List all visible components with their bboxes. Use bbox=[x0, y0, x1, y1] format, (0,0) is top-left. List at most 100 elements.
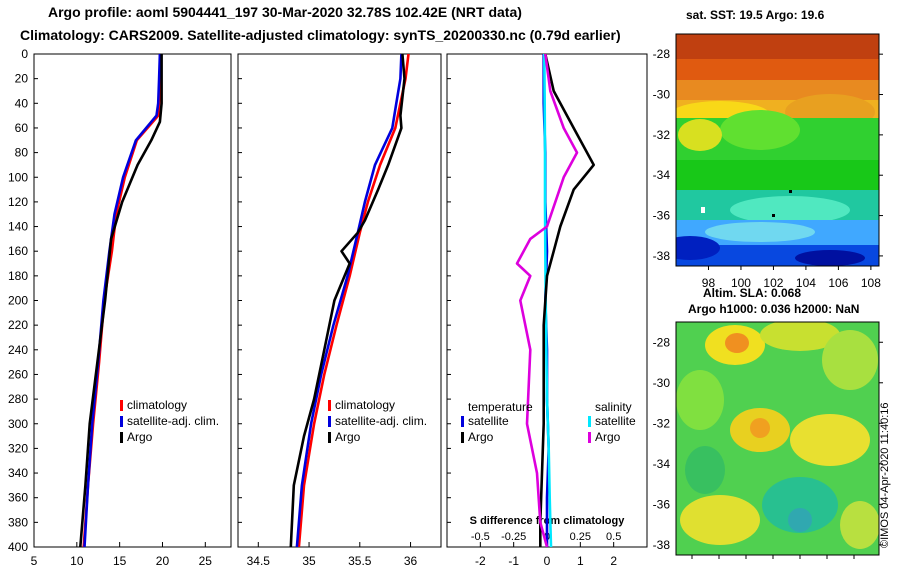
sal-series-group bbox=[289, 54, 410, 547]
depth-tick-label: 400 bbox=[8, 540, 28, 554]
temp-xtick-label: 5 bbox=[31, 554, 38, 568]
depth-tick-label: 360 bbox=[8, 491, 28, 505]
depth-tick-label: 100 bbox=[8, 170, 28, 184]
sst-heatmap bbox=[676, 34, 879, 266]
diff-line-salinity-argo bbox=[515, 54, 579, 547]
diff-salinity-legend-swatch bbox=[588, 416, 591, 427]
sst-ytick-label: -32 bbox=[653, 128, 671, 142]
depth-tick-label: 120 bbox=[8, 195, 28, 209]
salinity-legend-label: climatology bbox=[335, 398, 395, 412]
sst-xtick-label: 106 bbox=[828, 276, 848, 290]
sla-ytick-label: -30 bbox=[653, 376, 671, 390]
depth-tick-label: 220 bbox=[8, 318, 28, 332]
sla-ytick-label: -28 bbox=[653, 335, 671, 349]
sst-ytick-label: -36 bbox=[653, 209, 671, 223]
sst-xtick-label: 98 bbox=[702, 276, 716, 290]
salinity-legend-label: Argo bbox=[335, 430, 361, 444]
sla-map-frame bbox=[675, 321, 880, 556]
temperature-legend-swatch bbox=[120, 432, 123, 443]
sla-map-title: Altim. SLA: 0.068 bbox=[703, 286, 802, 300]
diff-xtick-label: 1 bbox=[577, 554, 584, 568]
salinity-legend-swatch bbox=[328, 400, 331, 411]
temp-line-satellite-adj-clim- bbox=[83, 54, 162, 547]
sst-xtick-label: 102 bbox=[763, 276, 783, 290]
salinity-diff-tick-label: -0.25 bbox=[501, 531, 526, 543]
sla-ytick-label: -36 bbox=[653, 497, 671, 511]
depth-tick-label: 260 bbox=[8, 367, 28, 381]
sst-xtick-label: 108 bbox=[861, 276, 881, 290]
salinity-diff-tick-label: 0.25 bbox=[570, 531, 591, 543]
sla-ytick-label: -34 bbox=[653, 457, 671, 471]
depth-tick-label: 300 bbox=[8, 417, 28, 431]
depth-tick-label: 20 bbox=[15, 72, 29, 86]
temp-series-group bbox=[79, 54, 163, 547]
salinity-legend-label: satellite-adj. clim. bbox=[335, 414, 427, 428]
diff-temperature-legend-label: Argo bbox=[468, 430, 494, 444]
temp-xtick-label: 20 bbox=[156, 554, 170, 568]
temp-line-argo bbox=[79, 54, 163, 547]
depth-tick-label: 0 bbox=[21, 47, 28, 61]
diff-temperature-legend-label: satellite bbox=[468, 414, 509, 428]
diff-salinity-legend-swatch bbox=[588, 432, 591, 443]
depth-tick-label: 280 bbox=[8, 392, 28, 406]
sst-ytick-label: -30 bbox=[653, 88, 671, 102]
sal-line-argo bbox=[289, 54, 406, 547]
diff-xtick-label: 2 bbox=[610, 554, 617, 568]
diff-temperature-legend-swatch bbox=[461, 416, 464, 427]
temperature-legend-label: Argo bbox=[127, 430, 153, 444]
sst-ytick-label: -34 bbox=[653, 168, 671, 182]
diff-line-temperature-argo bbox=[538, 54, 596, 547]
temperature-legend-swatch bbox=[120, 400, 123, 411]
depth-tick-label: 140 bbox=[8, 220, 28, 234]
salinity-diff-tick-label: -0.5 bbox=[471, 531, 490, 543]
diff-salinity-legend-title: salinity bbox=[595, 400, 632, 414]
diff-xtick-label: -1 bbox=[508, 554, 519, 568]
diff-temperature-legend-swatch bbox=[461, 432, 464, 443]
temperature-plot-frame bbox=[33, 53, 232, 548]
diff-temperature-legend-title: temperature bbox=[468, 400, 533, 414]
profile-title: Argo profile: aoml 5904441_197 30-Mar-20… bbox=[48, 4, 522, 20]
temperature-legend-swatch bbox=[120, 416, 123, 427]
sal-line-climatology bbox=[297, 54, 410, 547]
sal-xtick-label: 35.5 bbox=[348, 554, 372, 568]
climatology-title: Climatology: CARS2009. Satellite-adjuste… bbox=[20, 27, 621, 43]
sst-ytick-label: -28 bbox=[653, 47, 671, 61]
sla-ytick-label: -38 bbox=[653, 538, 671, 552]
salinity-legend-swatch bbox=[328, 416, 331, 427]
temp-xtick-label: 15 bbox=[113, 554, 127, 568]
sst-map-frame bbox=[675, 33, 880, 267]
sst-map-title: sat. SST: 19.5 Argo: 19.6 bbox=[686, 8, 825, 22]
depth-tick-label: 380 bbox=[8, 515, 28, 529]
diff-xtick-label: 0 bbox=[544, 554, 551, 568]
diff-salinity-legend-label: satellite bbox=[595, 414, 636, 428]
diff-salinity-legend-label: Argo bbox=[595, 430, 621, 444]
diff-series-group bbox=[515, 54, 596, 547]
temperature-legend-label: climatology bbox=[127, 398, 187, 412]
temperature-legend-label: satellite-adj. clim. bbox=[127, 414, 219, 428]
temp-line-climatology bbox=[82, 54, 162, 547]
depth-tick-label: 240 bbox=[8, 343, 28, 357]
sst-ytick-label: -38 bbox=[653, 249, 671, 263]
depth-tick-label: 40 bbox=[15, 96, 29, 110]
depth-tick-label: 200 bbox=[8, 294, 28, 308]
sst-xtick-label: 100 bbox=[731, 276, 751, 290]
depth-tick-label: 160 bbox=[8, 244, 28, 258]
depth-tick-label: 180 bbox=[8, 269, 28, 283]
salinity-diff-tick-label: 0.5 bbox=[606, 531, 621, 543]
sal-xtick-label: 34.5 bbox=[247, 554, 271, 568]
sal-xtick-label: 35 bbox=[302, 554, 316, 568]
sst-xtick-label: 104 bbox=[796, 276, 816, 290]
depth-tick-label: 60 bbox=[15, 121, 29, 135]
diff-xtick-label: -2 bbox=[475, 554, 486, 568]
sal-line-satellite-adj-clim- bbox=[295, 54, 403, 547]
salinity-legend-swatch bbox=[328, 432, 331, 443]
depth-tick-label: 80 bbox=[15, 146, 29, 160]
depth-tick-label: 320 bbox=[8, 441, 28, 455]
temp-xtick-label: 25 bbox=[199, 554, 213, 568]
sla-heatmap bbox=[676, 322, 879, 555]
argo-height-title: Argo h1000: 0.036 h2000: NaN bbox=[688, 302, 860, 316]
temp-xtick-label: 10 bbox=[70, 554, 84, 568]
sal-xtick-label: 36 bbox=[404, 554, 418, 568]
depth-tick-label: 340 bbox=[8, 466, 28, 480]
